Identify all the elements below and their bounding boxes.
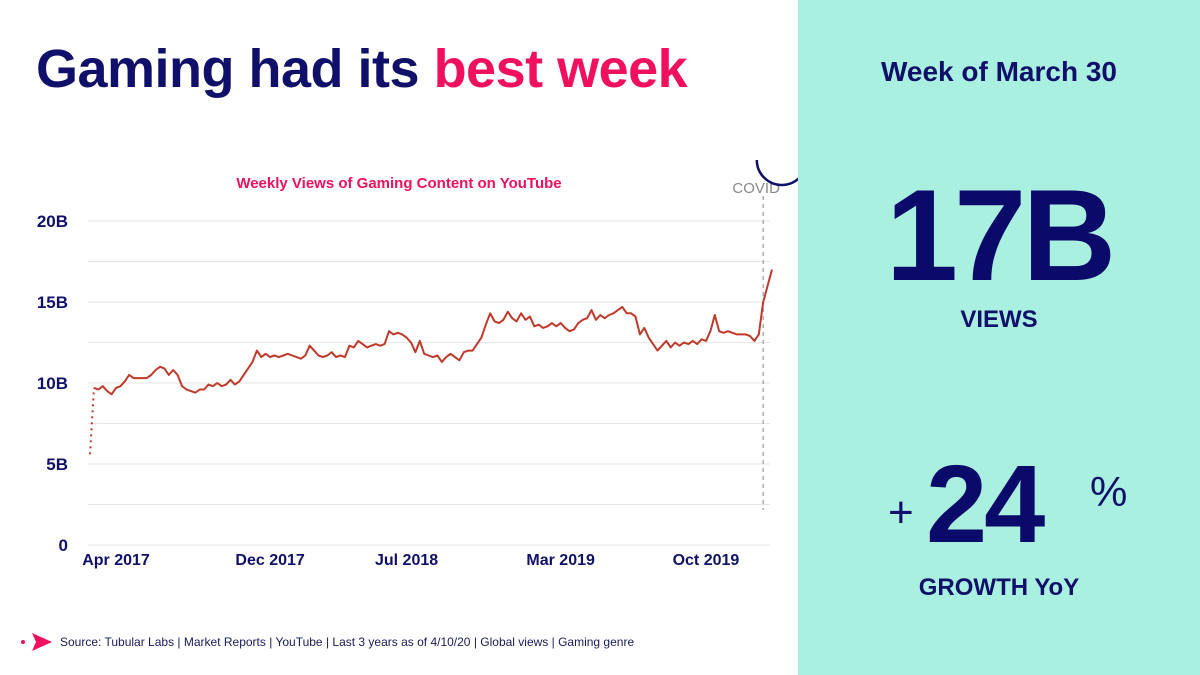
growth-stat: + 24 %: [798, 450, 1200, 560]
x-tick-label: Dec 2017: [235, 552, 304, 569]
x-tick-label: Jul 2018: [375, 552, 438, 569]
chart-area: Weekly Views of Gaming Content on YouTub…: [0, 160, 800, 590]
headline-part-1: Gaming had its: [36, 39, 434, 99]
source-text: Source: Tubular Labs | Market Reports | …: [60, 635, 635, 649]
y-tick-label: 15B: [37, 293, 68, 312]
headline: Gaming had its best week: [36, 38, 688, 100]
views-value: 17B: [885, 162, 1116, 308]
x-tick-label: Mar 2019: [526, 552, 595, 569]
chart-title: Weekly Views of Gaming Content on YouTub…: [236, 175, 561, 192]
line-chart: Weekly Views of Gaming Content on YouTub…: [37, 160, 800, 569]
covid-label: COVID: [732, 180, 780, 197]
growth-label: GROWTH YoY: [918, 574, 1080, 601]
summary-panel: Week of March 30 17B VIEWS + 24 % GROWTH…: [798, 0, 1200, 675]
week-label: Week of March 30: [880, 56, 1118, 87]
latest-week-highlight-circle: [755, 160, 800, 187]
y-tick-label: 5B: [46, 455, 68, 474]
headline-highlight: best week: [433, 39, 688, 99]
series-line: [93, 269, 773, 396]
y-tick-label: 10B: [37, 374, 68, 393]
views-label: VIEWS: [960, 306, 1038, 333]
arrow-icon: [21, 633, 52, 651]
x-axis-ticks: Apr 2017 Dec 2017 Jul 2018 Mar 2019 Oct 2019: [82, 552, 739, 569]
x-tick-label: Oct 2019: [673, 552, 740, 569]
gridlines: [88, 220, 770, 546]
source-note: Source: Tubular Labs | Market Reports | …: [20, 630, 634, 654]
series-start-dotted: [89, 387, 95, 455]
growth-sign: +: [888, 488, 914, 537]
x-tick-label: Apr 2017: [82, 552, 150, 569]
growth-unit: %: [1090, 468, 1128, 515]
y-axis-ticks: 0 5B 10B 15B 20B: [37, 212, 68, 555]
y-tick-label: 0: [59, 536, 68, 555]
y-tick-label: 20B: [37, 212, 68, 231]
growth-value: 24: [926, 443, 1045, 566]
